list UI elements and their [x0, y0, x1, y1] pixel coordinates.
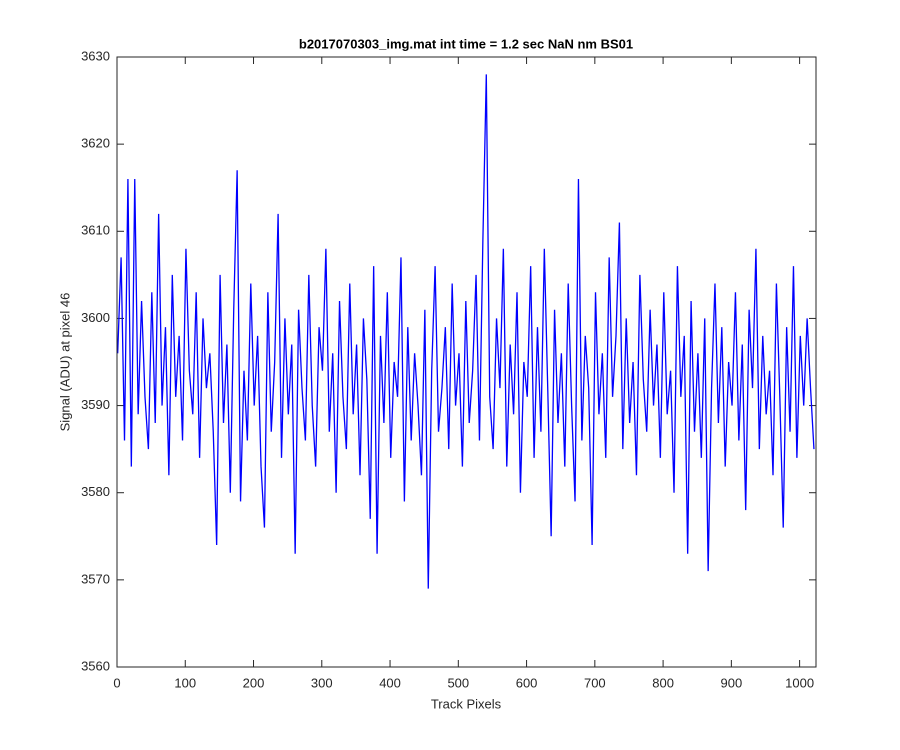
x-tick-label: 0: [113, 675, 120, 690]
data-line: [117, 74, 815, 589]
y-tick-label: 3630: [81, 48, 110, 63]
y-tick-label: 3560: [81, 658, 110, 673]
x-tick-label: 500: [447, 675, 469, 690]
axes-box: [116, 56, 817, 668]
x-tick-label: 600: [516, 675, 538, 690]
y-tick-label: 3620: [81, 136, 110, 151]
x-tick-label: 400: [379, 675, 401, 690]
y-tick-label: 3570: [81, 571, 110, 586]
x-tick-label: 100: [174, 675, 196, 690]
x-tick-label: 300: [311, 675, 333, 690]
x-tick-label: 900: [721, 675, 743, 690]
plot-area: [117, 57, 816, 667]
y-tick-label: 3600: [81, 310, 110, 325]
y-axis-label: Signal (ADU) at pixel 46: [57, 293, 72, 432]
y-tick-label: 3580: [81, 484, 110, 499]
x-tick-label: 700: [584, 675, 606, 690]
x-tick-label: 200: [243, 675, 265, 690]
x-tick-label: 800: [652, 675, 674, 690]
y-tick-label: 3610: [81, 223, 110, 238]
chart-title: b2017070303_img.mat int time = 1.2 sec N…: [299, 36, 633, 51]
y-tick-label: 3590: [81, 397, 110, 412]
x-tick-label: 1000: [785, 675, 814, 690]
x-axis-label: Track Pixels: [431, 696, 502, 711]
